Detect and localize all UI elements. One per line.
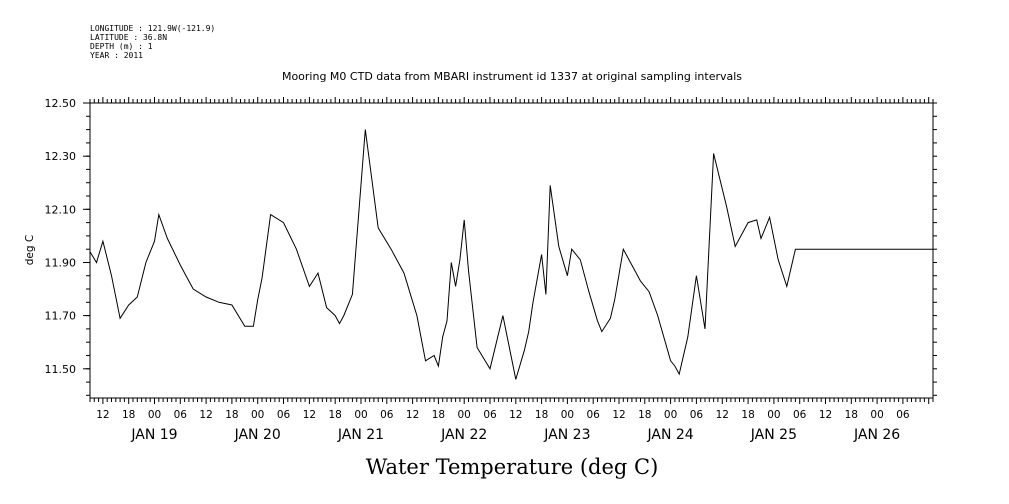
y-tick-label: 11.70 — [45, 310, 77, 323]
x-hour-label: 00 — [251, 409, 264, 421]
x-hour-label: 12 — [612, 409, 625, 421]
x-day-labels: JAN 19 JAN 20 JAN 21 JAN 22 JAN 23 JAN 24 JAN … — [130, 427, 900, 443]
x-hour-label: 00 — [767, 409, 780, 421]
metadata-block: LONGITUDE : 121.9W(-121.9) LATITUDE : 36… — [90, 24, 215, 60]
y-tick-label: 12.10 — [45, 203, 77, 216]
x-hour-label: 18 — [638, 409, 651, 421]
x-hour-label: 18 — [845, 409, 858, 421]
x-hour-label: 18 — [122, 409, 135, 421]
x-hour-label: 00 — [354, 409, 367, 421]
x-hour-label: 12 — [303, 409, 316, 421]
x-day-label: JAN 22 — [440, 427, 487, 443]
y-tick-label: 12.50 — [45, 97, 77, 110]
chart-title: Mooring M0 CTD data from MBARI instrumen… — [282, 70, 742, 83]
y-tick-labels: 12.50 12.30 12.10 11.90 11.70 11.50 — [45, 97, 77, 376]
x-hour-label: 18 — [741, 409, 754, 421]
x-hour-label: 12 — [406, 409, 419, 421]
year-label: YEAR : 2011 — [90, 51, 143, 60]
x-hour-label: 06 — [174, 409, 188, 421]
x-hour-label: 12 — [716, 409, 729, 421]
x-day-label: JAN 24 — [646, 427, 693, 443]
plot-frame — [89, 102, 934, 399]
x-hour-label: 00 — [148, 409, 161, 421]
x-hour-label: 18 — [535, 409, 548, 421]
water-temperature-line — [89, 129, 933, 380]
x-hour-label: 06 — [690, 409, 704, 421]
x-hour-label: 06 — [277, 409, 291, 421]
latitude-label: LATITUDE : 36.8N — [90, 33, 167, 42]
x-hour-label: 18 — [432, 409, 445, 421]
x-hour-label: 00 — [458, 409, 471, 421]
x-hour-label: 00 — [561, 409, 574, 421]
x-hour-label: 12 — [509, 409, 522, 421]
y-axis-label: deg C — [24, 235, 36, 265]
x-day-label: JAN 26 — [853, 427, 900, 443]
x-hour-label: 18 — [225, 409, 238, 421]
y-tick-label: 11.50 — [45, 363, 77, 376]
x-day-label: JAN 21 — [337, 427, 384, 443]
x-hour-labels: 12 18 00 06 12 18 00 06 12 18 00 06 12 18 00 06 12 18 00 06… — [96, 409, 910, 421]
axis-ticks — [83, 97, 937, 404]
x-hour-label: 06 — [483, 409, 497, 421]
x-hour-label: 06 — [896, 409, 910, 421]
x-axis-label: Water Temperature (deg C) — [366, 455, 659, 479]
x-day-label: JAN 19 — [130, 427, 177, 443]
x-day-label: JAN 23 — [543, 427, 590, 443]
x-hour-label: 06 — [380, 409, 394, 421]
x-hour-label: 00 — [870, 409, 883, 421]
x-day-label: JAN 25 — [750, 427, 797, 443]
y-tick-label: 12.30 — [45, 150, 77, 163]
x-hour-label: 12 — [819, 409, 832, 421]
x-hour-label: 12 — [199, 409, 212, 421]
longitude-label: LONGITUDE : 121.9W(-121.9) — [90, 24, 215, 33]
y-tick-label: 11.90 — [45, 257, 77, 270]
x-hour-label: 00 — [664, 409, 677, 421]
x-hour-label: 06 — [793, 409, 807, 421]
x-day-label: JAN 20 — [234, 427, 281, 443]
x-hour-label: 18 — [329, 409, 342, 421]
x-hour-label: 12 — [96, 409, 109, 421]
x-hour-label: 06 — [587, 409, 601, 421]
depth-label: DEPTH (m) : 1 — [90, 42, 153, 51]
